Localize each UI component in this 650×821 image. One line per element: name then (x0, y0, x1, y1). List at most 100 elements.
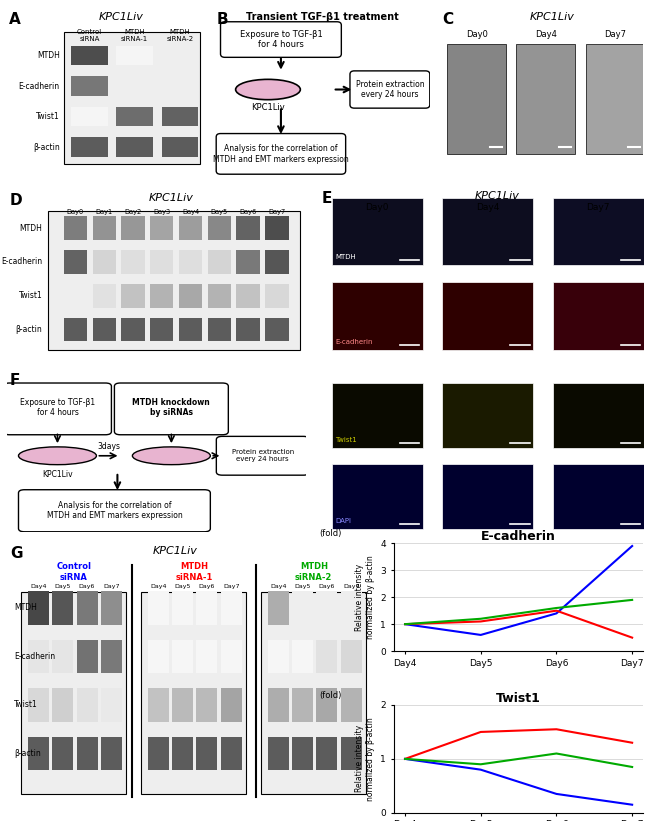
Text: Day2: Day2 (124, 209, 142, 215)
FancyBboxPatch shape (64, 32, 200, 164)
Text: E-cadherin: E-cadherin (19, 81, 60, 90)
Text: β-actin: β-actin (33, 143, 60, 152)
FancyBboxPatch shape (552, 383, 644, 447)
Text: Analysis for the correlation of
MTDH and EMT markers expression: Analysis for the correlation of MTDH and… (213, 144, 349, 163)
FancyBboxPatch shape (261, 592, 366, 794)
FancyBboxPatch shape (196, 640, 218, 673)
Text: Day4: Day4 (150, 584, 166, 589)
FancyBboxPatch shape (196, 688, 218, 722)
Text: F: F (10, 374, 20, 388)
Text: KPC1Liv: KPC1Liv (475, 190, 520, 201)
FancyBboxPatch shape (196, 591, 218, 625)
Text: MTDH: MTDH (37, 51, 60, 60)
Text: Twist1: Twist1 (36, 112, 60, 122)
FancyBboxPatch shape (442, 464, 533, 529)
FancyBboxPatch shape (265, 250, 289, 273)
Text: MTDH: MTDH (20, 223, 42, 232)
FancyBboxPatch shape (179, 318, 202, 342)
Text: 3days: 3days (97, 442, 120, 451)
FancyBboxPatch shape (552, 464, 644, 529)
FancyBboxPatch shape (150, 250, 174, 273)
FancyBboxPatch shape (220, 22, 341, 57)
Text: Day3: Day3 (153, 209, 170, 215)
Text: MTDH
siRNA-1: MTDH siRNA-1 (121, 29, 148, 42)
FancyBboxPatch shape (71, 137, 108, 157)
FancyBboxPatch shape (92, 250, 116, 273)
FancyBboxPatch shape (162, 76, 198, 96)
FancyBboxPatch shape (332, 198, 422, 265)
FancyBboxPatch shape (207, 318, 231, 342)
Text: Day6: Day6 (239, 209, 257, 215)
FancyBboxPatch shape (179, 217, 202, 240)
FancyBboxPatch shape (332, 383, 422, 447)
Text: MTDH: MTDH (335, 255, 356, 260)
FancyBboxPatch shape (150, 217, 174, 240)
Text: Day5: Day5 (55, 584, 71, 589)
Text: Day7: Day7 (268, 209, 285, 215)
FancyBboxPatch shape (221, 591, 242, 625)
FancyBboxPatch shape (350, 71, 430, 108)
FancyBboxPatch shape (172, 736, 193, 770)
FancyBboxPatch shape (237, 250, 260, 273)
FancyBboxPatch shape (207, 250, 231, 273)
FancyBboxPatch shape (317, 640, 337, 673)
Text: Day7: Day7 (586, 203, 610, 212)
Text: KPC1Liv: KPC1Liv (251, 103, 285, 112)
Text: Transient TGF-β1 treatment: Transient TGF-β1 treatment (246, 11, 398, 21)
FancyBboxPatch shape (268, 640, 289, 673)
FancyBboxPatch shape (21, 592, 126, 794)
Text: Day7: Day7 (103, 584, 120, 589)
FancyBboxPatch shape (332, 464, 422, 529)
FancyBboxPatch shape (71, 76, 108, 96)
FancyBboxPatch shape (122, 284, 145, 308)
Text: A: A (8, 11, 20, 26)
FancyBboxPatch shape (64, 217, 87, 240)
Text: (fold): (fold) (318, 690, 341, 699)
FancyBboxPatch shape (77, 736, 98, 770)
FancyBboxPatch shape (292, 640, 313, 673)
Text: E-cadherin: E-cadherin (14, 652, 55, 661)
FancyBboxPatch shape (268, 688, 289, 722)
FancyBboxPatch shape (442, 198, 533, 265)
Text: C: C (442, 11, 453, 26)
FancyBboxPatch shape (265, 284, 289, 308)
FancyBboxPatch shape (516, 44, 575, 154)
FancyBboxPatch shape (77, 591, 98, 625)
FancyBboxPatch shape (116, 137, 153, 157)
FancyBboxPatch shape (92, 284, 116, 308)
FancyBboxPatch shape (148, 736, 169, 770)
Ellipse shape (235, 80, 300, 99)
FancyBboxPatch shape (196, 736, 218, 770)
Text: Protein extraction
every 24 hours: Protein extraction every 24 hours (356, 80, 424, 99)
FancyBboxPatch shape (52, 640, 73, 673)
Text: Twist1: Twist1 (19, 291, 42, 300)
Text: Exposure to TGF-β1
for 4 hours: Exposure to TGF-β1 for 4 hours (20, 397, 95, 417)
Text: Day6: Day6 (318, 584, 335, 589)
Text: Day0: Day0 (466, 30, 488, 39)
Text: G: G (10, 546, 23, 561)
FancyBboxPatch shape (162, 107, 198, 126)
FancyBboxPatch shape (77, 688, 98, 722)
FancyBboxPatch shape (142, 592, 246, 794)
FancyBboxPatch shape (216, 437, 309, 475)
FancyBboxPatch shape (221, 640, 242, 673)
FancyBboxPatch shape (122, 217, 145, 240)
FancyBboxPatch shape (332, 282, 422, 350)
FancyBboxPatch shape (64, 284, 87, 308)
FancyBboxPatch shape (292, 736, 313, 770)
FancyBboxPatch shape (221, 736, 242, 770)
FancyBboxPatch shape (221, 688, 242, 722)
FancyBboxPatch shape (116, 46, 153, 66)
FancyBboxPatch shape (28, 736, 49, 770)
Text: Exposure to TGF-β1
for 4 hours: Exposure to TGF-β1 for 4 hours (240, 30, 322, 49)
Text: β-actin: β-actin (16, 325, 42, 334)
Text: KPC1Liv: KPC1Liv (42, 470, 73, 479)
FancyBboxPatch shape (101, 640, 122, 673)
Text: Twist1: Twist1 (14, 700, 38, 709)
Text: KPC1Liv: KPC1Liv (99, 11, 144, 21)
FancyBboxPatch shape (317, 736, 337, 770)
Text: Day7: Day7 (343, 584, 359, 589)
FancyBboxPatch shape (237, 318, 260, 342)
Text: Day1: Day1 (96, 209, 113, 215)
Text: Protein extraction
every 24 hours: Protein extraction every 24 hours (231, 449, 294, 462)
